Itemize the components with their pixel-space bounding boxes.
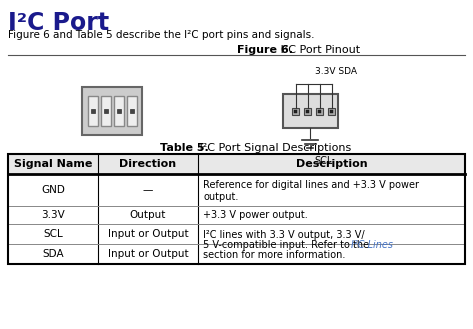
Text: —: — xyxy=(143,185,153,195)
Bar xyxy=(282,94,338,128)
Text: SCL: SCL xyxy=(314,156,333,166)
Text: 3.3V SDA: 3.3V SDA xyxy=(315,67,357,76)
Bar xyxy=(116,109,121,113)
Text: Reference for digital lines and +3.3 V power: Reference for digital lines and +3.3 V p… xyxy=(203,180,419,190)
Bar xyxy=(90,109,95,113)
Text: Figure 6 and Table 5 describe the I²C port pins and signals.: Figure 6 and Table 5 describe the I²C po… xyxy=(8,30,315,40)
Bar xyxy=(100,96,111,126)
Text: I²C Port Signal Descriptions: I²C Port Signal Descriptions xyxy=(196,143,351,153)
Bar xyxy=(304,108,311,114)
Bar xyxy=(104,109,107,113)
Text: Input or Output: Input or Output xyxy=(108,229,188,239)
Bar xyxy=(330,110,333,113)
Bar xyxy=(114,96,123,126)
Text: GND: GND xyxy=(41,185,65,195)
Bar xyxy=(8,154,465,174)
Text: +3.3 V power output.: +3.3 V power output. xyxy=(203,210,308,220)
Text: I²C Port Pinout: I²C Port Pinout xyxy=(277,45,360,55)
Text: Signal Name: Signal Name xyxy=(14,159,92,169)
Text: Direction: Direction xyxy=(120,159,176,169)
Text: SCL: SCL xyxy=(43,229,63,239)
Bar xyxy=(126,96,137,126)
Bar xyxy=(292,108,299,114)
Bar xyxy=(130,109,133,113)
Text: Description: Description xyxy=(296,159,368,169)
Text: Input or Output: Input or Output xyxy=(108,249,188,259)
Text: I²C Port: I²C Port xyxy=(8,11,109,35)
Text: I²C Lines: I²C Lines xyxy=(351,240,393,250)
Text: SDA: SDA xyxy=(42,249,64,259)
Text: 5 V-compatible input. Refer to the: 5 V-compatible input. Refer to the xyxy=(203,240,372,250)
Text: Output: Output xyxy=(130,210,166,220)
Bar xyxy=(318,110,321,113)
Text: section for more information.: section for more information. xyxy=(203,250,345,260)
Bar xyxy=(328,108,335,114)
Bar xyxy=(8,154,465,264)
Text: Figure 6.: Figure 6. xyxy=(237,45,293,55)
Bar xyxy=(294,110,297,113)
Text: I²C lines with 3.3 V output, 3.3 V/: I²C lines with 3.3 V output, 3.3 V/ xyxy=(203,230,365,240)
Bar xyxy=(306,110,309,113)
Text: output.: output. xyxy=(203,192,238,202)
Text: Table 5.: Table 5. xyxy=(160,143,209,153)
Bar xyxy=(82,87,142,135)
Bar xyxy=(88,96,97,126)
Text: 3.3V: 3.3V xyxy=(41,210,65,220)
Bar xyxy=(316,108,323,114)
